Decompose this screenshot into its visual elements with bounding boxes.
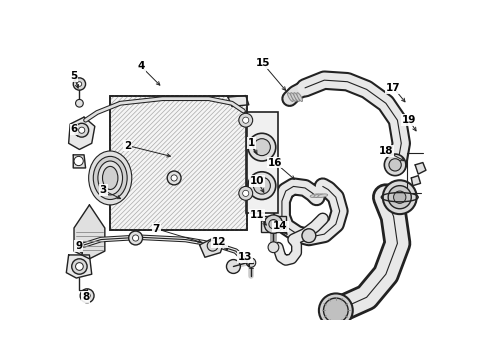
Circle shape [393, 191, 406, 203]
Ellipse shape [89, 151, 132, 205]
Ellipse shape [291, 93, 296, 102]
Text: 4: 4 [137, 61, 145, 71]
Circle shape [72, 259, 87, 274]
Text: 12: 12 [212, 237, 227, 247]
Polygon shape [415, 163, 426, 174]
Text: 14: 14 [273, 221, 288, 231]
Text: 15: 15 [255, 58, 270, 68]
Polygon shape [228, 95, 249, 106]
Circle shape [323, 298, 348, 323]
Circle shape [75, 99, 83, 107]
Circle shape [80, 289, 94, 303]
Polygon shape [74, 205, 105, 259]
Circle shape [248, 172, 276, 199]
Ellipse shape [288, 93, 293, 102]
Circle shape [388, 186, 411, 209]
Ellipse shape [297, 93, 302, 102]
Circle shape [243, 117, 249, 123]
Bar [110, 95, 247, 230]
Circle shape [171, 175, 177, 181]
Circle shape [132, 235, 139, 241]
Text: 10: 10 [250, 176, 265, 186]
Polygon shape [74, 155, 86, 168]
Text: 2: 2 [124, 141, 131, 150]
Circle shape [84, 293, 90, 299]
Polygon shape [199, 237, 224, 257]
Circle shape [239, 113, 253, 127]
Text: 7: 7 [153, 224, 160, 234]
Text: 6: 6 [71, 125, 77, 134]
Circle shape [74, 156, 83, 166]
Bar [245, 112, 278, 213]
Circle shape [243, 190, 249, 197]
Ellipse shape [310, 194, 320, 197]
Text: 9: 9 [75, 241, 82, 251]
Polygon shape [411, 176, 420, 186]
Bar [110, 95, 247, 230]
Text: 16: 16 [268, 158, 282, 167]
Circle shape [383, 180, 416, 214]
Circle shape [207, 240, 218, 251]
Ellipse shape [98, 161, 122, 195]
Circle shape [239, 186, 253, 200]
Text: 5: 5 [71, 71, 77, 81]
Polygon shape [66, 255, 92, 278]
Circle shape [384, 154, 406, 176]
Circle shape [75, 123, 89, 137]
Text: 8: 8 [82, 292, 89, 302]
Circle shape [253, 177, 270, 194]
Ellipse shape [318, 194, 328, 197]
Circle shape [73, 78, 86, 90]
Circle shape [268, 242, 279, 253]
Ellipse shape [314, 194, 324, 197]
Circle shape [248, 133, 276, 161]
Polygon shape [69, 117, 95, 149]
Text: 11: 11 [250, 210, 265, 220]
Circle shape [253, 139, 270, 156]
Circle shape [167, 171, 181, 185]
Bar [261, 216, 286, 232]
Circle shape [302, 229, 316, 243]
Text: 3: 3 [99, 185, 107, 195]
Circle shape [269, 220, 278, 229]
Text: 13: 13 [238, 252, 252, 262]
Text: 17: 17 [386, 83, 401, 93]
Text: 18: 18 [379, 146, 393, 156]
Circle shape [319, 293, 353, 327]
Circle shape [389, 159, 401, 171]
Circle shape [75, 263, 83, 270]
Circle shape [129, 231, 143, 245]
Text: 1: 1 [247, 138, 255, 148]
Circle shape [264, 215, 283, 233]
Ellipse shape [102, 166, 118, 189]
Circle shape [78, 127, 85, 133]
Circle shape [77, 82, 82, 86]
Text: 19: 19 [402, 115, 416, 125]
Ellipse shape [93, 156, 127, 199]
Circle shape [246, 258, 256, 267]
Ellipse shape [294, 93, 299, 102]
Circle shape [226, 260, 240, 274]
